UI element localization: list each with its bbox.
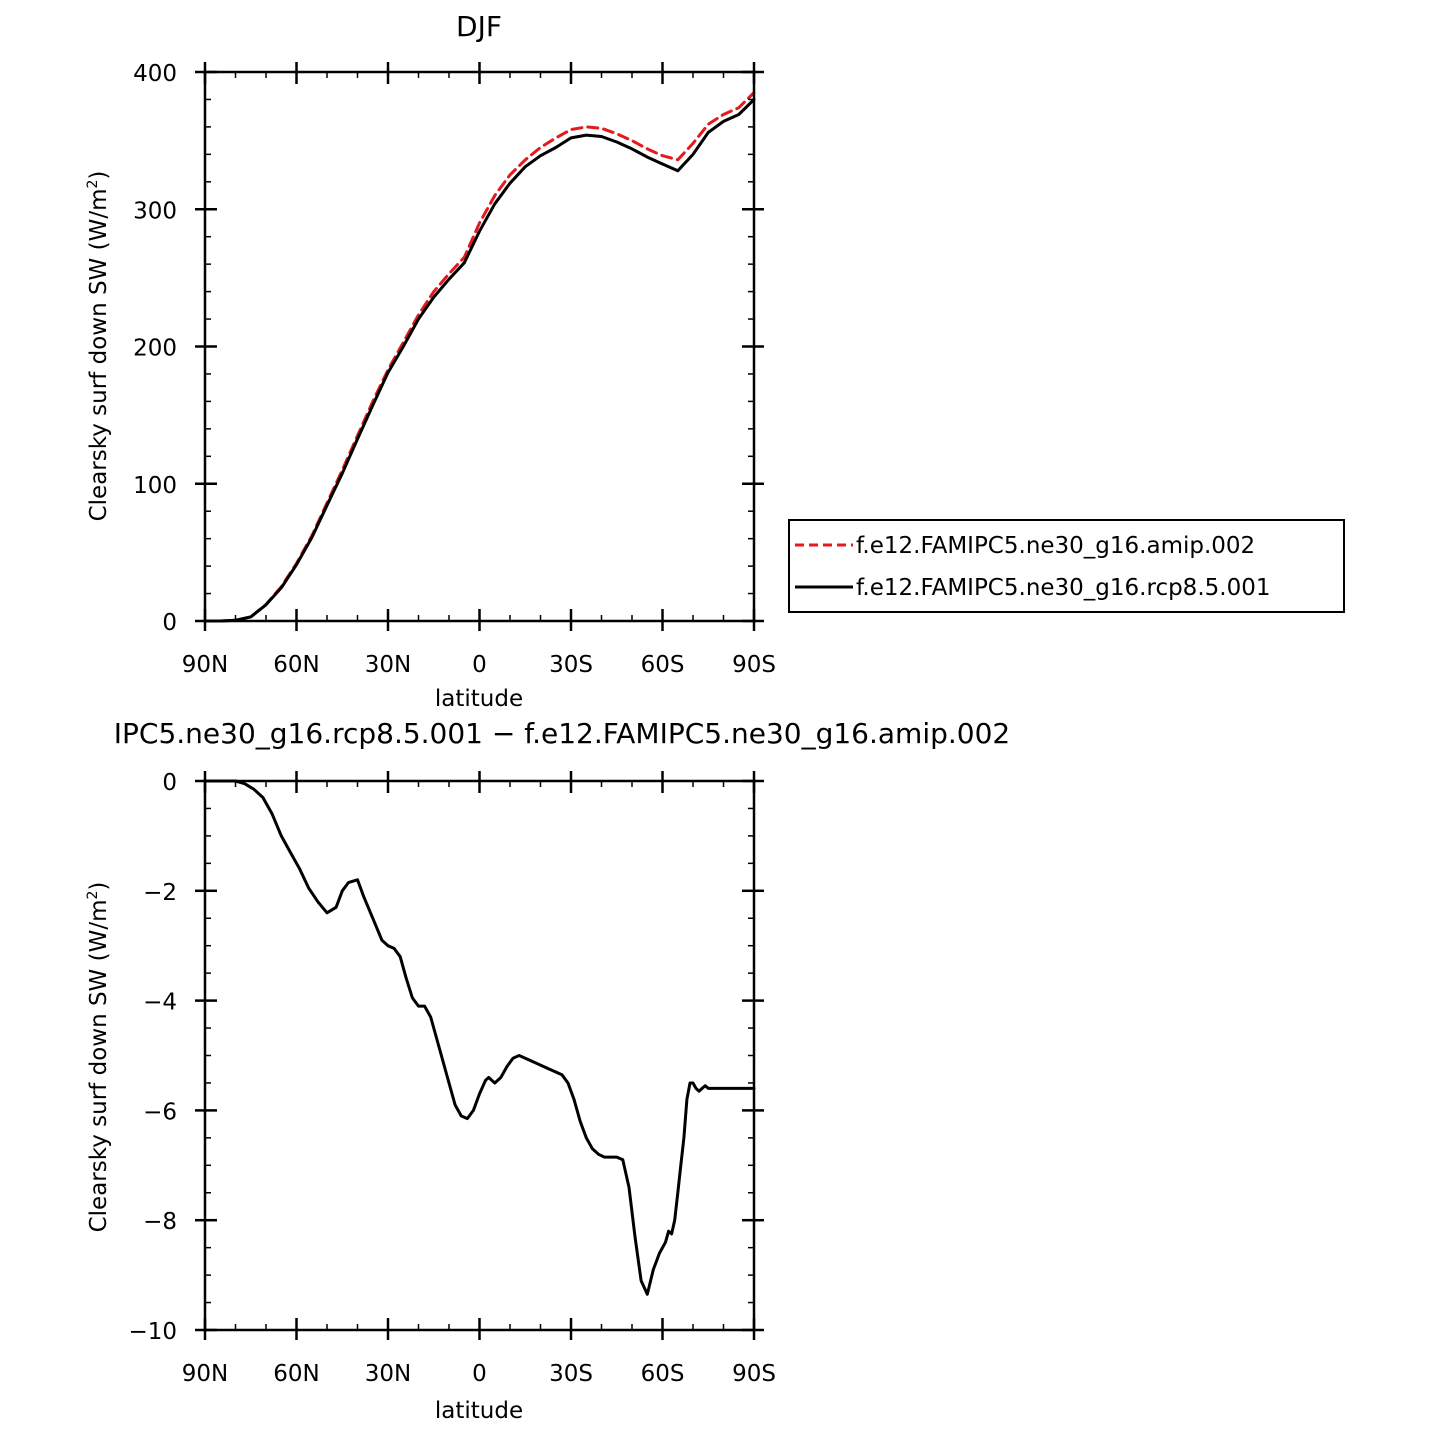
chart-bottom-xtick-label: 30S — [549, 1361, 593, 1387]
chart-bottom-ylabel-main: Clearsky surf down SW (W/m — [86, 900, 112, 1233]
chart-top-ylabel-main: Clearsky surf down SW (W/m — [86, 189, 112, 522]
chart-top-xtick-label: 60N — [273, 652, 319, 678]
chart-top-series-line-1 — [203, 98, 756, 623]
chart-bottom-xtick-label: 0 — [472, 1361, 487, 1387]
chart-bottom-xtick-label: 60S — [641, 1361, 685, 1387]
chart-top-xtick-label: 0 — [472, 652, 487, 678]
chart-bottom-marks — [203, 779, 756, 1296]
chart-top-ytick-label: 100 — [133, 473, 177, 499]
chart-bottom-xtick-label: 90S — [732, 1361, 776, 1387]
chart-bottom-title: IPC5.ne30_g16.rcp8.5.001 − f.e12.FAMIPC5… — [114, 717, 1010, 750]
chart-bottom-ytick-label: −6 — [143, 1099, 177, 1125]
chart-top-xtick-label: 30N — [365, 652, 411, 678]
chart-top-frame — [203, 70, 756, 623]
legend-label-amip: f.e12.FAMIPC5.ne30_g16.amip.002 — [856, 533, 1255, 559]
chart-bottom-xtick-label: 60N — [273, 1361, 319, 1387]
legend-box — [788, 519, 1345, 613]
chart-top-ylabel-end: ) — [86, 171, 112, 180]
chart-bottom-xlabel: latitude — [435, 1398, 523, 1424]
legend-label-rcp85: f.e12.FAMIPC5.ne30_g16.rcp8.5.001 — [856, 575, 1270, 601]
chart-bottom-frame — [203, 779, 756, 1332]
chart-bottom-ylabel: Clearsky surf down SW (W/m2) — [85, 882, 112, 1233]
chart-top-xtick-label: 90S — [732, 652, 776, 678]
chart-top-xlabel: latitude — [435, 686, 523, 712]
legend: f.e12.FAMIPC5.ne30_g16.amip.002 f.e12.FA… — [788, 519, 1345, 613]
chart-top-ytick-label: 400 — [133, 61, 177, 87]
chart-bottom-ylabel-sup: 2 — [85, 891, 101, 900]
chart-bottom-ytick-label: −10 — [128, 1319, 177, 1345]
chart-top-ytick-label: 0 — [162, 610, 177, 636]
chart-top-title: DJF — [456, 10, 502, 43]
chart-bottom-xtick-label: 30N — [365, 1361, 411, 1387]
chart-bottom-ytick-label: 0 — [162, 770, 177, 796]
chart-top-marks — [203, 91, 756, 623]
chart-bottom-ytick-label: −2 — [143, 880, 177, 906]
chart-top-series-line-0 — [203, 91, 756, 623]
chart-top: DJF 90N 60N 30N 0 30S 60S 90S 0 100 200 300 400 lat… — [85, 10, 1345, 712]
chart-bottom-series-line-0 — [203, 779, 756, 1296]
chart-top-xtick-label: 60S — [641, 652, 685, 678]
chart-top-xtick-label: 30S — [549, 652, 593, 678]
chart-top-ylabel-sup: 2 — [85, 180, 101, 189]
chart-top-ytick-label: 200 — [133, 336, 177, 362]
chart-bottom-ytick-label: −8 — [143, 1209, 177, 1235]
chart-top-ylabel: Clearsky surf down SW (W/m2) — [85, 171, 112, 522]
chart-bottom-xtick-label: 90N — [182, 1361, 228, 1387]
chart-bottom: IPC5.ne30_g16.rcp8.5.001 − f.e12.FAMIPC5… — [85, 717, 1010, 1424]
chart-bottom-ticks: 90N 60N 30N 0 30S 60S 90S 0 −2 −4 −6 −8 −10 — [128, 770, 775, 1387]
chart-top-ytick-label: 300 — [133, 198, 177, 224]
chart-top-xtick-label: 90N — [182, 652, 228, 678]
chart-bottom-ytick-label: −4 — [143, 990, 177, 1016]
chart-top-ticks: 90N 60N 30N 0 30S 60S 90S 0 100 200 300 400 — [133, 61, 776, 678]
chart-bottom-ylabel-end: ) — [86, 882, 112, 891]
